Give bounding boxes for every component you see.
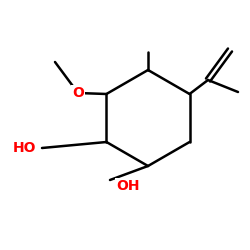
Text: HO: HO <box>12 141 36 155</box>
Text: OH: OH <box>116 179 140 193</box>
Text: O: O <box>72 86 84 100</box>
